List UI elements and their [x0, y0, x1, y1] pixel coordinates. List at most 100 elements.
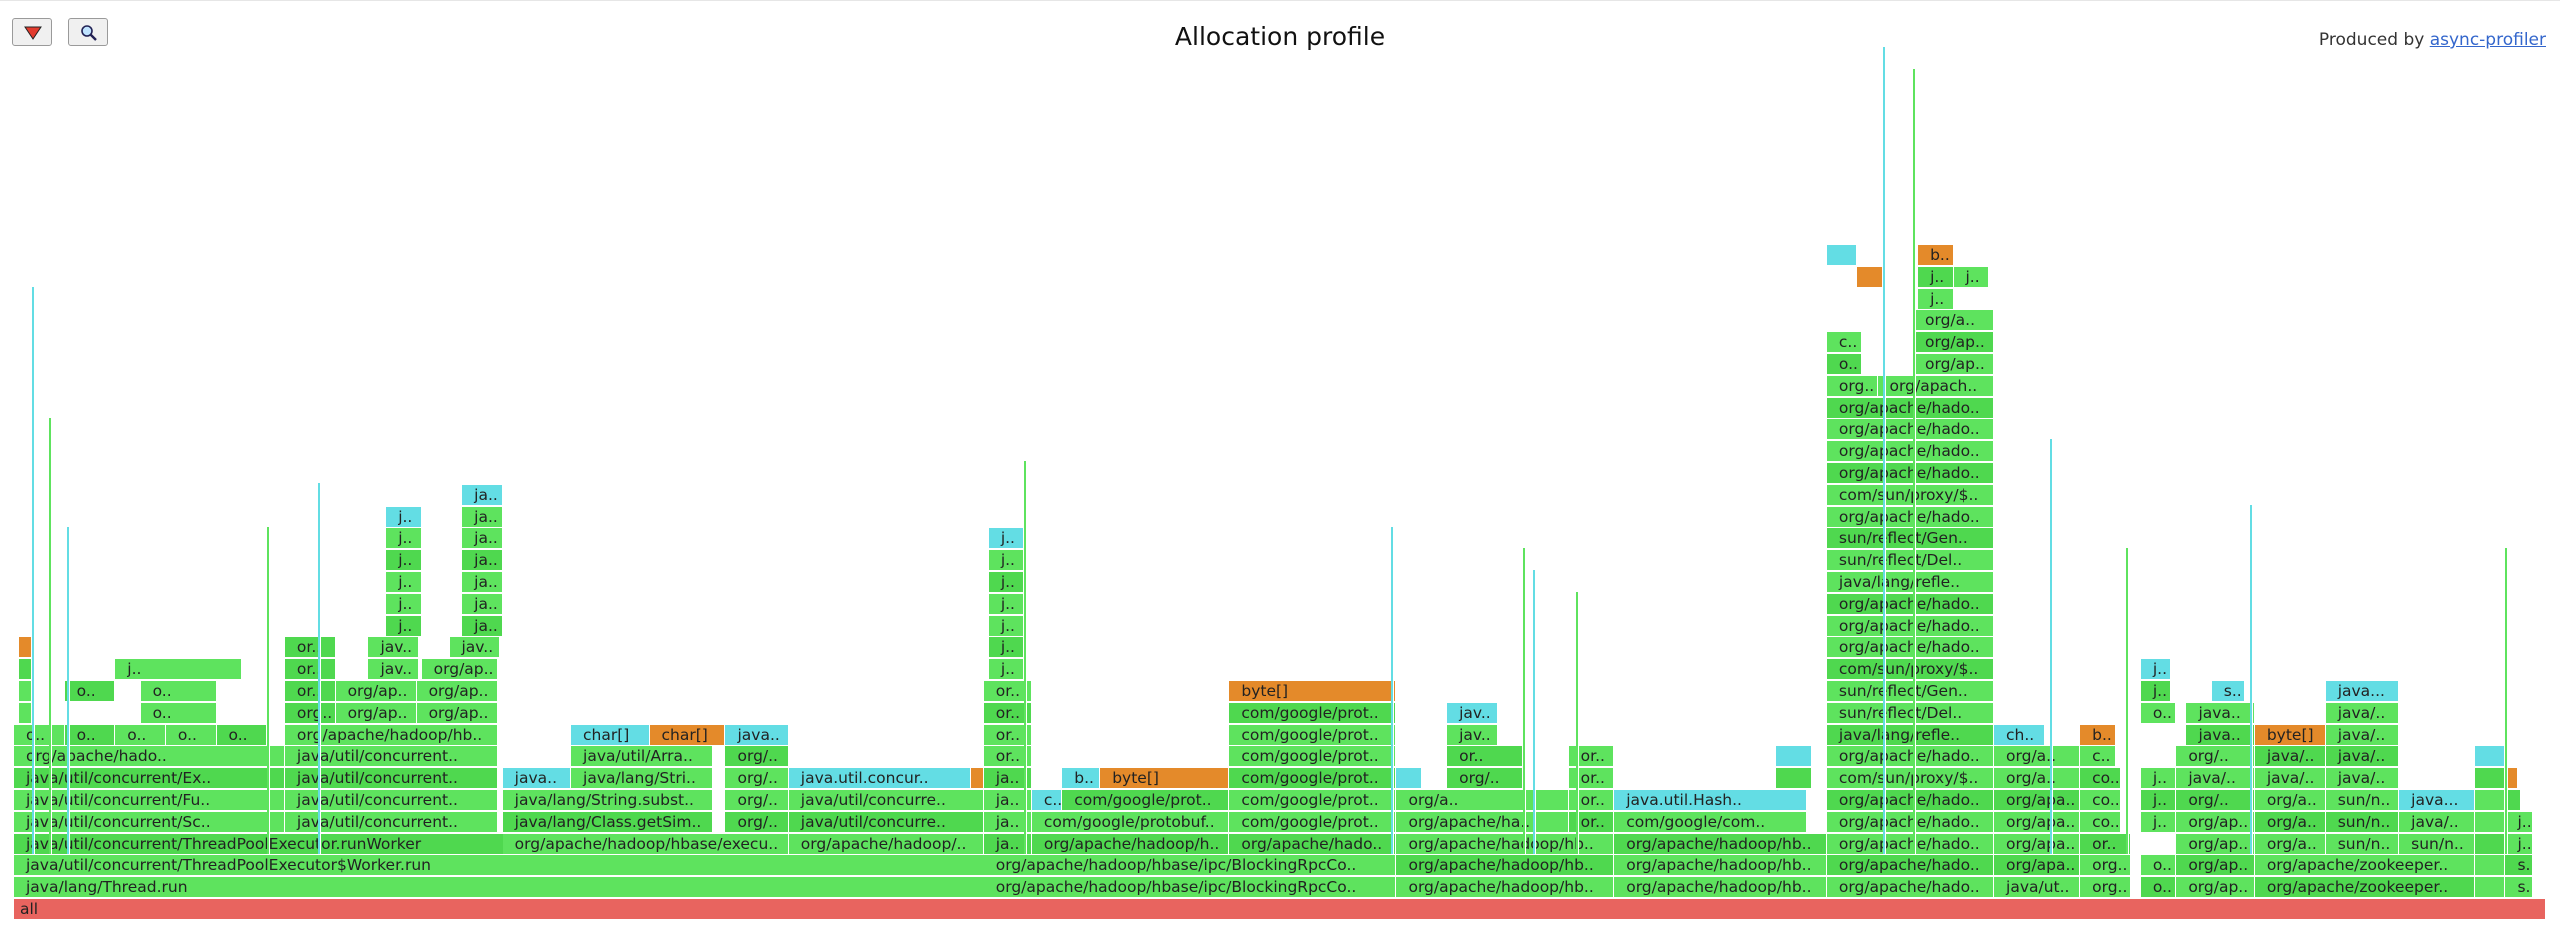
frame-spike[interactable]	[1024, 461, 1028, 854]
frame-spike[interactable]	[267, 526, 271, 854]
frame[interactable]: com/sun/proxy/$..	[1826, 484, 1995, 505]
frame[interactable]: j..	[2140, 768, 2177, 789]
frame[interactable]: org/ap..	[416, 702, 498, 723]
frame-spike[interactable]	[1913, 68, 1916, 854]
frame[interactable]: ja..	[983, 790, 1032, 810]
frame[interactable]: org/apache/hado..	[1826, 855, 1995, 876]
frame[interactable]: j..	[988, 572, 1025, 592]
frame[interactable]: org/..	[725, 811, 789, 832]
frame[interactable]: java/util/concurrent..	[284, 790, 498, 810]
frame[interactable]: j..	[386, 528, 422, 549]
frame[interactable]: or..	[2080, 833, 2131, 854]
frame[interactable]: java/..	[2325, 724, 2400, 745]
frame[interactable]	[2475, 746, 2506, 767]
frame[interactable]: org/apache/hadoop/hb..	[1396, 877, 1615, 898]
frame[interactable]: org/ap..	[421, 659, 498, 680]
frame[interactable]: b..	[1918, 245, 1954, 265]
frame[interactable]: j..	[2140, 659, 2172, 680]
frame[interactable]: org..	[1826, 375, 1878, 396]
frame[interactable]: java/lang/Stri..	[571, 768, 713, 789]
frame[interactable]: org/apache/hado..	[1826, 746, 1995, 767]
frame[interactable]: j..	[2140, 811, 2177, 832]
frame-spike[interactable]	[2125, 548, 2129, 854]
frame[interactable]: org/apach..	[1877, 375, 1995, 396]
frame[interactable]	[2475, 811, 2506, 832]
frame[interactable]: java.util.concur..	[788, 768, 972, 789]
frame[interactable]: j..	[1918, 266, 1954, 287]
frame[interactable]: org/a..	[1994, 768, 2081, 789]
frame[interactable]: org/apache/zookeeper..	[2254, 855, 2476, 876]
frame[interactable]: sun/reflect/Gen..	[1826, 528, 1995, 549]
frame-spike[interactable]	[1882, 47, 1886, 854]
frame[interactable]: j..	[1953, 266, 1989, 287]
frame[interactable]: org/a..	[2254, 833, 2326, 854]
frame[interactable]: j..	[2140, 681, 2172, 701]
frame[interactable]: or..	[1568, 768, 1615, 789]
frame[interactable]: org/apache/hadoop/hb..	[1396, 855, 1615, 876]
frame[interactable]: jav..	[449, 637, 501, 658]
frame[interactable]: or..	[1568, 790, 1615, 810]
frame[interactable]: org/apache/hadoop/..	[788, 833, 984, 854]
frame[interactable]: jav..	[1447, 702, 1498, 723]
frame[interactable]: org/apache/hadoop/h..	[1031, 833, 1230, 854]
frame[interactable]: org/apache/hado..	[1826, 463, 1995, 483]
frame[interactable]: com/google/com..	[1614, 811, 1807, 832]
frame[interactable]: o..	[64, 724, 116, 745]
frame[interactable]: b..	[2080, 724, 2116, 745]
frame[interactable]: o..	[2140, 877, 2177, 898]
frame[interactable]: java/lang/refle..	[1826, 572, 1995, 592]
frame[interactable]: ja..	[983, 768, 1032, 789]
frame[interactable]: org/apache/hadoop/hbase/execu..	[502, 833, 789, 854]
frame[interactable]: j..	[1918, 288, 1954, 309]
frame[interactable]: org/..	[2176, 790, 2255, 810]
frame[interactable]: org/..	[725, 768, 789, 789]
frame[interactable]: ja..	[983, 811, 1032, 832]
frame[interactable]: char[]	[649, 724, 726, 745]
frame[interactable]: sun/reflect/Gen..	[1826, 681, 1995, 701]
frame[interactable]: o..	[216, 724, 268, 745]
frame[interactable]	[2475, 790, 2506, 810]
frame[interactable]	[19, 637, 33, 658]
frame[interactable]: org/ap..	[1913, 332, 1995, 353]
frame[interactable]: org/apache/hado..	[1826, 397, 1995, 418]
frame[interactable]: org/..	[725, 746, 789, 767]
frame-spike[interactable]	[2249, 504, 2253, 854]
frame[interactable]: java/lang/Class.getSim..	[502, 811, 713, 832]
frame[interactable]: org/apache/hado..	[1826, 615, 1995, 636]
frame[interactable]: o..	[1826, 354, 1863, 374]
frame[interactable]: or..	[284, 637, 336, 658]
frame[interactable]: ja..	[462, 593, 503, 614]
frame[interactable]: org/apache/hado..	[1826, 441, 1995, 462]
frame[interactable]: co..	[2080, 768, 2121, 789]
frame[interactable]: org/apa..	[1994, 855, 2081, 876]
frame[interactable]	[2505, 768, 2519, 789]
frame[interactable]: or..	[1568, 811, 1615, 832]
frame[interactable]: org/..	[725, 790, 789, 810]
frame[interactable]: org/apache/hadoop/hb..	[1614, 877, 1827, 898]
frame[interactable]: j..	[386, 615, 422, 636]
frame[interactable]: jav..	[368, 659, 420, 680]
frame[interactable]: j..	[2505, 833, 2534, 854]
frame[interactable]: org/a..	[2254, 790, 2326, 810]
reverse-button[interactable]	[12, 18, 52, 46]
frame[interactable]: org/apache/hado..	[1826, 593, 1995, 614]
async-profiler-link[interactable]: async-profiler	[2429, 30, 2546, 50]
frame-spike[interactable]	[1576, 592, 1580, 854]
frame[interactable]: java..	[502, 768, 572, 789]
frame[interactable]: ja..	[462, 550, 503, 571]
frame-spike[interactable]	[1391, 526, 1395, 854]
search-button[interactable]	[68, 18, 108, 46]
frame[interactable]: co..	[2080, 811, 2121, 832]
frame[interactable]: o..	[115, 724, 166, 745]
frame[interactable]: byte[]	[1229, 681, 1397, 701]
frame[interactable]: o..	[140, 702, 217, 723]
frame[interactable]: java.util.Hash..	[1614, 790, 1807, 810]
frame[interactable]: byte[]	[1100, 768, 1230, 789]
frame[interactable]	[1857, 266, 1883, 287]
frame[interactable]: or..	[983, 746, 1032, 767]
frame[interactable]: org/ap..	[335, 681, 417, 701]
frame[interactable]: java/ut..	[1994, 877, 2081, 898]
frame[interactable]: java/util/Arra..	[571, 746, 713, 767]
frame[interactable]: java/..	[2325, 702, 2400, 723]
frame-root[interactable]: all	[14, 899, 2546, 919]
